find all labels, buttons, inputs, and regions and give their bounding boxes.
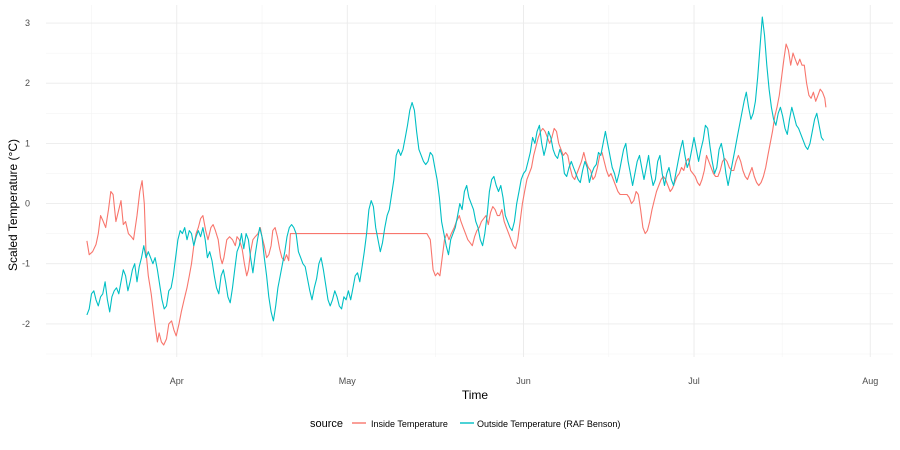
minor-gridlines <box>46 5 893 357</box>
legend: source Inside Temperature Outside Temper… <box>310 418 620 430</box>
series-line-inside-temperature <box>86 43 827 346</box>
y-axis-ticks: -2 -1 0 1 2 3 <box>22 18 30 329</box>
legend-label-inside: Inside Temperature <box>371 419 448 429</box>
y-tick-label: 1 <box>25 138 30 148</box>
y-tick-label: 2 <box>25 78 30 88</box>
major-gridlines <box>46 5 893 357</box>
x-tick-label: Aug <box>862 376 878 386</box>
x-tick-label: May <box>339 376 357 386</box>
x-tick-label: Jul <box>688 376 700 386</box>
legend-label-outside: Outside Temperature (RAF Benson) <box>477 419 620 429</box>
y-tick-label: -2 <box>22 319 30 329</box>
y-tick-label: 3 <box>25 18 30 28</box>
y-tick-label: 0 <box>25 199 30 209</box>
y-tick-label: -1 <box>22 259 30 269</box>
y-axis-title: Scaled Temperature (°C) <box>6 139 20 271</box>
plot-series <box>86 16 827 346</box>
legend-title: source <box>310 418 343 430</box>
x-tick-label: Apr <box>170 376 184 386</box>
x-axis-title: Time <box>462 388 489 402</box>
x-tick-label: Jun <box>516 376 531 386</box>
series-line-outside-temperature <box>86 16 825 322</box>
x-axis-ticks: Apr May Jun Jul Aug <box>170 376 879 386</box>
